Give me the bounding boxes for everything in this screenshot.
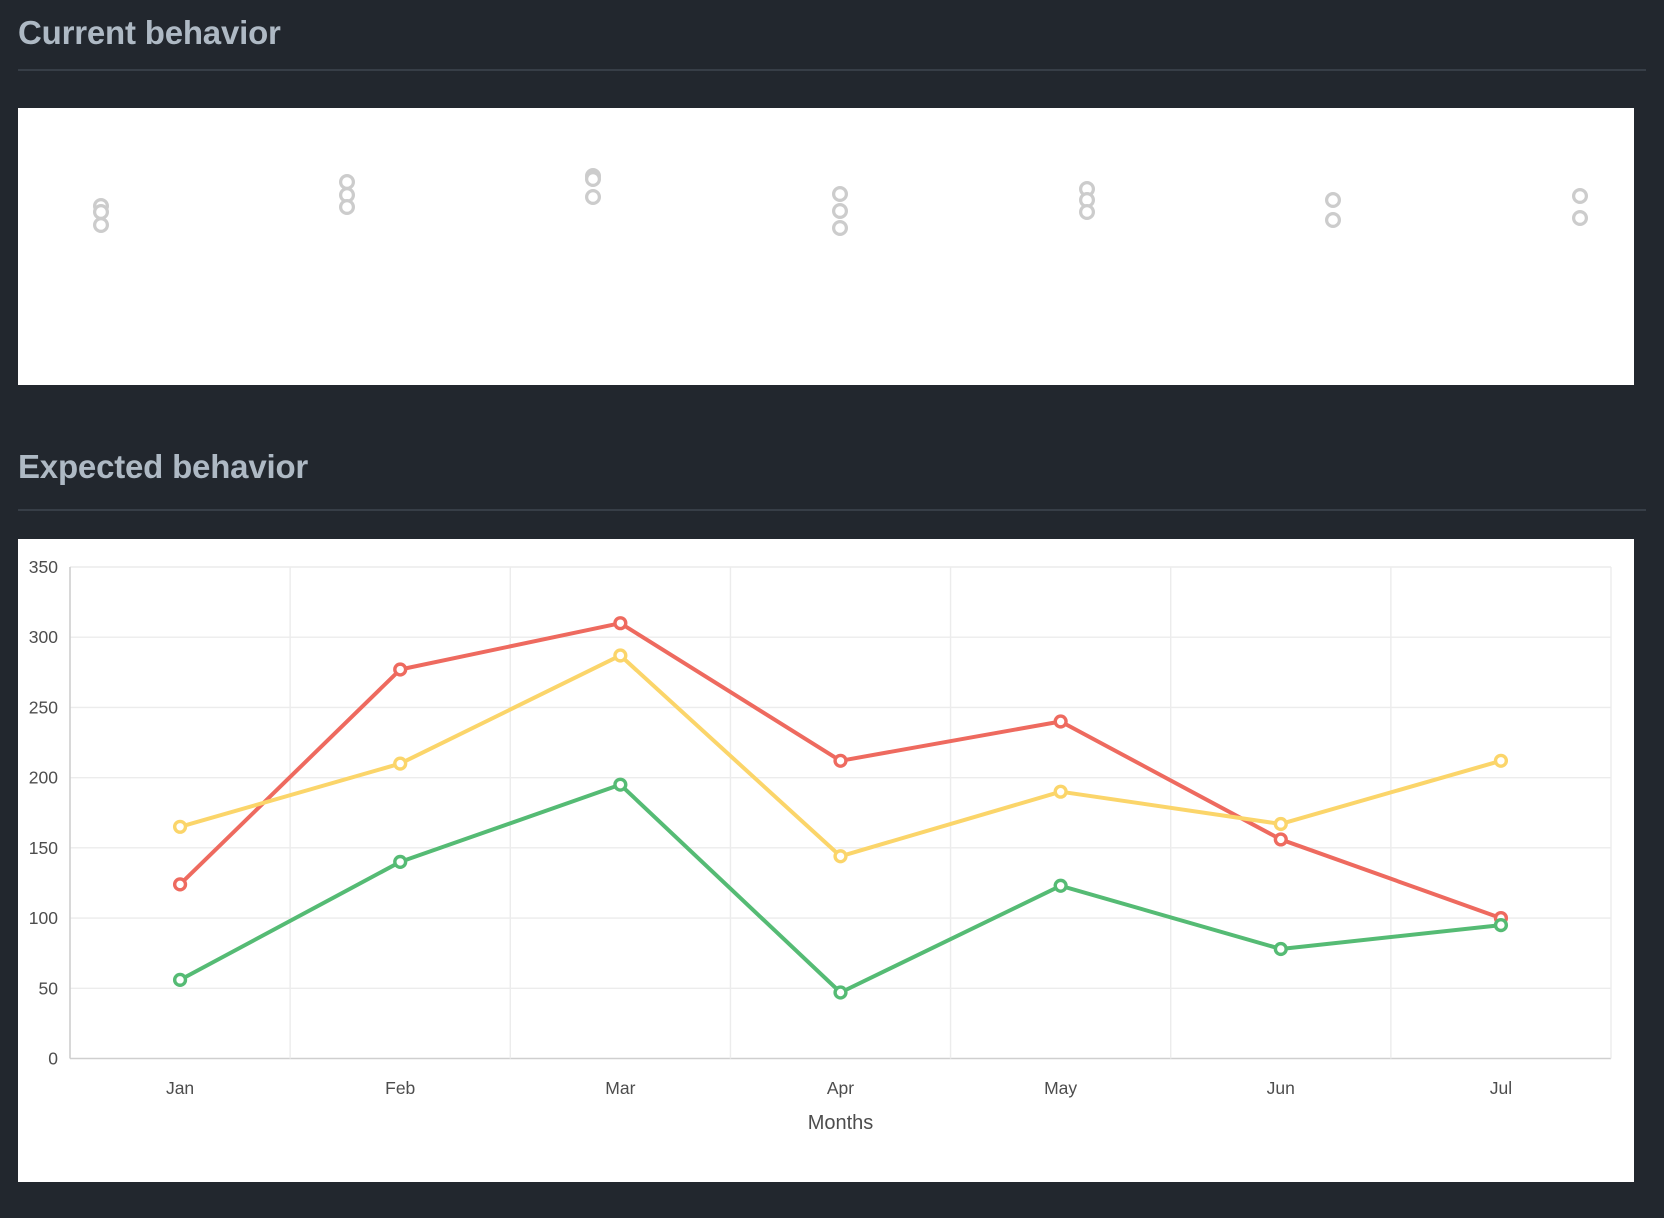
- broken-point-marker: [831, 202, 848, 219]
- red-point-marker: [393, 662, 408, 677]
- yellow-point-marker: [172, 819, 188, 834]
- broken-point-marker: [1078, 203, 1095, 220]
- broken-point-marker: [1571, 187, 1588, 204]
- x-tick-label: Apr: [827, 1078, 854, 1098]
- y-tick-label: 0: [48, 1049, 58, 1069]
- broken-point-marker: [339, 198, 356, 215]
- red-point-marker: [172, 877, 188, 892]
- x-axis-title: Months: [808, 1112, 874, 1134]
- green-point-marker: [1493, 917, 1509, 933]
- broken-point-marker: [584, 188, 601, 205]
- y-tick-label: 50: [39, 978, 59, 998]
- yellow-point-marker: [833, 849, 848, 864]
- green-point-marker: [1273, 941, 1288, 957]
- green-point-marker: [833, 985, 848, 1000]
- broken-point-marker: [831, 219, 848, 236]
- y-tick-label: 200: [29, 768, 58, 788]
- x-tick-label: Feb: [385, 1078, 415, 1098]
- expected-behavior-chart-panel: 0 50 100 150 200 250 300 350 Jan Feb Mar Apr May Jun J…: [18, 539, 1634, 1182]
- red-point-marker: [1273, 832, 1288, 847]
- y-tick-label: 150: [29, 838, 58, 858]
- x-tick-label: Jun: [1267, 1078, 1295, 1098]
- green-point-marker: [172, 972, 188, 987]
- broken-point-marker: [584, 170, 601, 187]
- yellow-point-marker: [1053, 784, 1068, 799]
- green-point-marker: [613, 777, 628, 792]
- line-chart-svg: 0 50 100 150 200 250 300 350 Jan Feb Mar Apr May Jun J…: [29, 557, 1612, 1134]
- y-tick-label: 250: [29, 697, 58, 717]
- green-point-marker: [1053, 878, 1068, 893]
- yellow-point-marker: [613, 648, 628, 663]
- section-divider: [18, 509, 1646, 511]
- x-tick-label: Mar: [605, 1078, 635, 1098]
- current-behavior-heading: Current behavior: [18, 14, 281, 51]
- yellow-point-marker: [1493, 753, 1509, 768]
- section-divider: [18, 69, 1646, 71]
- y-tick-label: 300: [29, 627, 58, 647]
- red-point-marker: [833, 753, 848, 768]
- y-tick-label: 350: [29, 557, 58, 577]
- broken-point-marker: [92, 203, 109, 220]
- green-point-marker: [393, 854, 408, 870]
- expected-behavior-heading: Expected behavior: [18, 448, 309, 485]
- x-tick-label: Jul: [1490, 1078, 1512, 1098]
- current-behavior-chart-panel: [18, 108, 1634, 385]
- x-tick-label: May: [1044, 1078, 1077, 1098]
- broken-point-marker: [1324, 211, 1341, 228]
- red-point-marker: [1053, 714, 1068, 729]
- yellow-point-marker: [1273, 816, 1288, 832]
- broken-point-marker: [831, 185, 848, 202]
- red-point-marker: [613, 616, 628, 631]
- yellow-point-marker: [393, 756, 408, 771]
- y-tick-label: 100: [29, 908, 58, 928]
- broken-point-marker: [92, 216, 109, 233]
- x-tick-label: Jan: [166, 1078, 194, 1098]
- broken-chart-svg: [92, 167, 1588, 236]
- broken-point-marker: [339, 173, 356, 190]
- broken-point-marker: [1571, 209, 1588, 226]
- broken-point-marker: [1324, 191, 1341, 208]
